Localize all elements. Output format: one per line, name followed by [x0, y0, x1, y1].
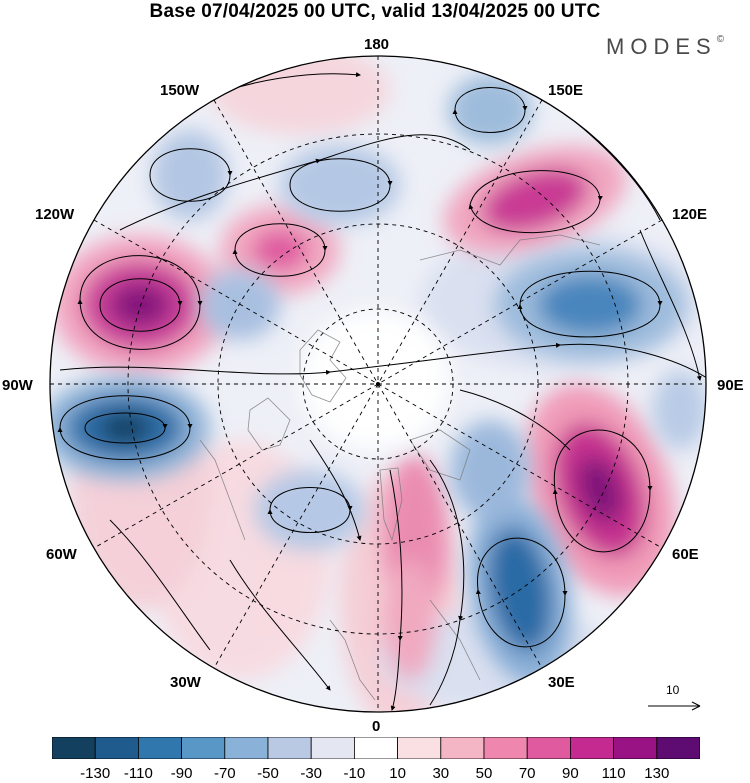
reference-vector-arrow	[648, 701, 701, 711]
colorbar-tick-label: 110	[601, 765, 626, 782]
lon-label-150e: 150E	[548, 82, 584, 99]
lon-label-30w: 30W	[170, 674, 201, 691]
colorbar-swatch-4	[224, 737, 269, 759]
colorbar-swatch-8	[397, 737, 442, 759]
colorbar-tick-label: -30	[300, 765, 323, 782]
lon-label-90w: 90W	[2, 377, 33, 394]
colorbar-tick-label: -90	[170, 765, 193, 782]
colorbar-swatch-3	[181, 737, 226, 759]
map-title: Base 07/04/2025 00 UTC, valid 13/04/2025…	[149, 1, 601, 22]
colorbar-tick-label: -50	[257, 765, 279, 782]
colorbar-tick-labels: -130 -110 -90 -70 -50 -30 -10 10 30 50 70 90 110 130	[0, 765, 750, 783]
lon-label-30e: 30E	[548, 674, 575, 691]
anomaly-field	[50, 56, 706, 712]
colorbar-swatch-2	[138, 737, 183, 759]
colorbar-tick-label: -70	[213, 765, 236, 782]
lon-label-0: 0	[372, 718, 381, 735]
lon-label-60e: 60E	[672, 546, 699, 563]
colorbar-tick-label: -110	[123, 765, 153, 782]
colorbar-swatch-5	[267, 737, 312, 759]
colorbar-tick-label: -130	[80, 765, 111, 782]
lon-label-90e: 90E	[717, 377, 744, 394]
colorbar-swatch-7	[353, 737, 398, 759]
colorbar-swatch-1	[94, 737, 139, 759]
colorbar-tick-label: 30	[432, 765, 450, 782]
colorbar-swatch-6	[310, 737, 355, 759]
lon-label-120w: 120W	[35, 206, 75, 223]
colorbar	[52, 737, 700, 759]
colorbar-tick-label: 90	[562, 765, 579, 782]
colorbar-tick-label: -10	[343, 765, 366, 782]
wind-streamlines	[57, 72, 706, 711]
colorbar-swatch-11	[526, 737, 571, 759]
coastlines	[199, 234, 601, 701]
reference-vector-label: 10	[666, 683, 680, 697]
lon-label-120e: 120E	[672, 206, 708, 223]
brand-logo: MODES©	[606, 34, 725, 59]
colorbar-swatch-14	[656, 737, 700, 759]
colorbar-swatch-13	[613, 737, 658, 759]
lon-label-60w: 60W	[46, 546, 77, 563]
colorbar-swatch-12	[570, 737, 615, 759]
lon-label-180: 180	[364, 36, 390, 53]
graticule	[50, 56, 706, 712]
colorbar-tick-label: 50	[475, 765, 493, 782]
colorbar-tick-label: 10	[389, 765, 406, 782]
colorbar-swatch-10	[483, 737, 528, 759]
colorbar-swatch-9	[440, 737, 485, 759]
colorbar-tick-label: 70	[518, 765, 536, 782]
lon-label-150w: 150W	[160, 82, 200, 99]
colorbar-swatch-0	[52, 737, 96, 759]
colorbar-tick-label: 130	[644, 765, 670, 782]
